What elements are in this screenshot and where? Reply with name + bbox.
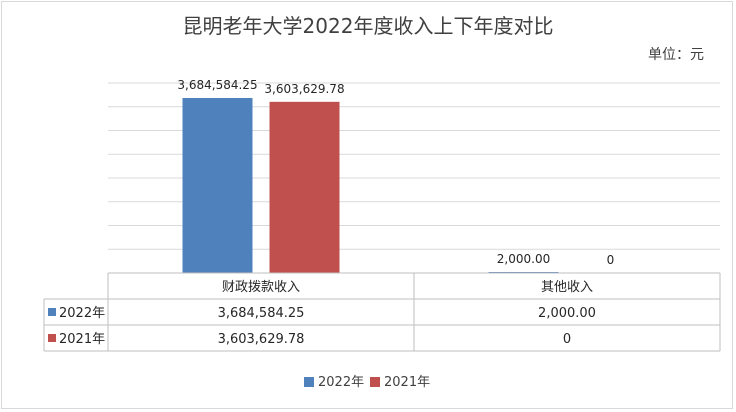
table-cell-2-1: 3,603,629.78 bbox=[218, 332, 305, 347]
table-series-name-2: 2021年 bbox=[59, 332, 105, 347]
legend-label-2: 2021年 bbox=[384, 375, 430, 390]
unit-label: 单位：元 bbox=[648, 47, 704, 63]
table-legend-key-2 bbox=[48, 334, 56, 342]
legend-key-2 bbox=[370, 377, 380, 387]
table-legend-key-1 bbox=[48, 308, 56, 316]
data-label-2-2: 0 bbox=[607, 253, 615, 267]
data-label-1-1: 3,684,584.25 bbox=[177, 78, 257, 92]
legend-label-1: 2022年 bbox=[318, 375, 364, 390]
table-cell-2-2: 0 bbox=[563, 332, 571, 347]
table-cell-1-1: 3,684,584.25 bbox=[218, 306, 305, 321]
table-series-name-1: 2022年 bbox=[59, 306, 105, 321]
category-label-1: 财政拨款收入 bbox=[222, 280, 300, 295]
category-label-2: 其他收入 bbox=[541, 280, 593, 295]
bar-1-2 bbox=[269, 101, 340, 274]
table-cell-1-2: 2,000.00 bbox=[538, 306, 596, 321]
legend-key-1 bbox=[304, 377, 314, 387]
data-label-2-1: 2,000.00 bbox=[497, 252, 550, 266]
chart-title: 昆明老年大学2022年度收入上下年度对比 bbox=[182, 14, 554, 38]
bar-1-1 bbox=[182, 97, 253, 274]
data-label-1-2: 3,603,629.78 bbox=[264, 82, 344, 96]
